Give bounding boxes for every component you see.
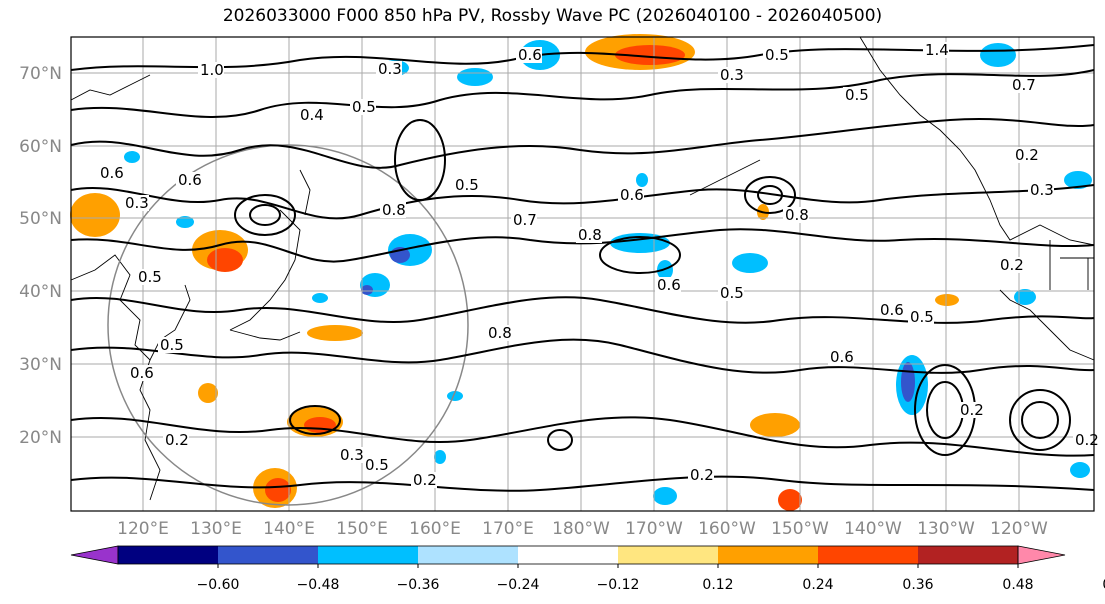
colorbar-segment	[818, 546, 919, 564]
contour-label: 0.8	[785, 206, 809, 224]
longitude-label: 140°E	[263, 519, 315, 539]
contour-label: 0.2	[1075, 431, 1099, 449]
coastlines	[70, 36, 1095, 501]
contour-label: 0.5	[138, 268, 162, 286]
colorbar-tick-label: 0.12	[702, 577, 733, 593]
colorbar-tick-label: −0.60	[197, 577, 240, 593]
longitude-label: 180°W	[552, 519, 610, 539]
contour-label: 1.4	[925, 41, 949, 59]
contour-label: 0.2	[960, 401, 984, 419]
colorbar-tick-label: 0.36	[902, 577, 933, 593]
contour-label: 0.2	[165, 431, 189, 449]
longitude-label: 160°W	[698, 519, 756, 539]
contour-label: 0.5	[765, 46, 789, 64]
contour-label: 0.6	[830, 348, 854, 366]
longitude-label: 130°E	[190, 519, 242, 539]
contour-labels: 1.0 0.30.60.50.40.50.80.6 0.60.30.80.50.70…	[98, 41, 1099, 489]
longitude-label: 120°W	[990, 519, 1048, 539]
colorbar-tick-label: 0.60	[1102, 577, 1105, 593]
map-frame	[71, 37, 1094, 511]
map-border	[70, 36, 1095, 512]
colorbar-tick-label: 0.48	[1002, 577, 1033, 593]
contour-label: 0.6	[100, 164, 124, 182]
map-title: 2026033000 F000 850 hPa PV, Rossby Wave …	[222, 6, 883, 26]
longitude-label: 150°E	[336, 519, 388, 539]
contour-label: 0.5	[910, 308, 934, 326]
colorbar-tick-label: −0.36	[397, 577, 440, 593]
contour-label: 1.0	[200, 61, 224, 79]
longitude-label: 130°W	[917, 519, 975, 539]
colorbar-extend-max	[1017, 545, 1066, 565]
colorbar-tick-label: 0.24	[802, 577, 833, 593]
longitude-label: 160°E	[409, 519, 461, 539]
longitude-label: 150°W	[771, 519, 829, 539]
colorbar-segment	[318, 546, 419, 564]
contour-label: 0.5	[160, 336, 184, 354]
contour-label: 0.3	[340, 446, 364, 464]
contour-label: 0.3	[720, 66, 744, 84]
colorbar-segment	[218, 546, 319, 564]
contour-label: 0.5	[720, 284, 744, 302]
latitude-label: 40°N	[19, 282, 62, 302]
contour-label: 0.5	[455, 176, 479, 194]
colorbar-tick-label: −0.24	[497, 577, 540, 593]
longitude-label: 120°E	[117, 519, 169, 539]
contour-label: 0.6	[518, 46, 542, 64]
contour-label: 0.5	[845, 86, 869, 104]
colorbar-segment	[518, 546, 619, 564]
colorbar-segment	[718, 546, 819, 564]
contour-label: 0.2	[413, 471, 437, 489]
contour-label: 0.8	[578, 226, 602, 244]
colorbar-segment	[418, 546, 519, 564]
colorbar-tick-label: −0.12	[597, 577, 640, 593]
latitude-label: 30°N	[19, 355, 62, 375]
contour-label: 0.6	[178, 171, 202, 189]
contour-label: 0.3	[378, 60, 402, 78]
contour-label: 0.5	[365, 456, 389, 474]
colorbar	[70, 545, 1066, 565]
latitude-label: 70°N	[19, 64, 62, 84]
colorbar-ticks: −0.60 −0.48 −0.36 −0.24 −0.12 0.12 0.24 0.36 0.4…	[197, 564, 1105, 593]
contour-label: 0.7	[1012, 76, 1036, 94]
longitude-label: 170°E	[482, 519, 534, 539]
contour-label: 0.6	[620, 186, 644, 204]
latitude-label: 60°N	[19, 137, 62, 157]
colorbar-segment	[618, 546, 719, 564]
range-circle	[107, 144, 469, 506]
latitude-label: 20°N	[19, 428, 62, 448]
latitude-axis: 70°N 60°N 50°N 40°N 30°N 20°N	[19, 64, 62, 448]
contour-label: 0.4	[300, 106, 324, 124]
longitude-label: 170°W	[625, 519, 683, 539]
graticule	[71, 37, 1094, 511]
contour-label: 0.2	[690, 466, 714, 484]
contour-label: 0.6	[130, 364, 154, 382]
contour-label: 0.6	[657, 276, 681, 294]
colorbar-segment	[918, 546, 1019, 564]
longitude-label: 140°W	[844, 519, 902, 539]
colorbar-tick-label: −0.48	[297, 577, 340, 593]
contour-label: 0.6	[880, 301, 904, 319]
colorbar-segment	[118, 546, 219, 564]
longitude-axis: 120°E 130°E 140°E 150°E 160°E 170°E 180°W 170°W…	[117, 519, 1048, 539]
colorbar-extend-min	[70, 545, 119, 565]
contour-label: 0.3	[125, 194, 149, 212]
contour-label: 0.2	[1000, 256, 1024, 274]
contour-label: 0.8	[488, 324, 512, 342]
contour-label: 0.5	[352, 98, 376, 116]
contour-label: 0.7	[513, 211, 537, 229]
contour-label: 0.2	[1015, 146, 1039, 164]
contour-label: 0.3	[1030, 181, 1054, 199]
contour-label: 0.8	[382, 201, 406, 219]
latitude-label: 50°N	[19, 209, 62, 229]
